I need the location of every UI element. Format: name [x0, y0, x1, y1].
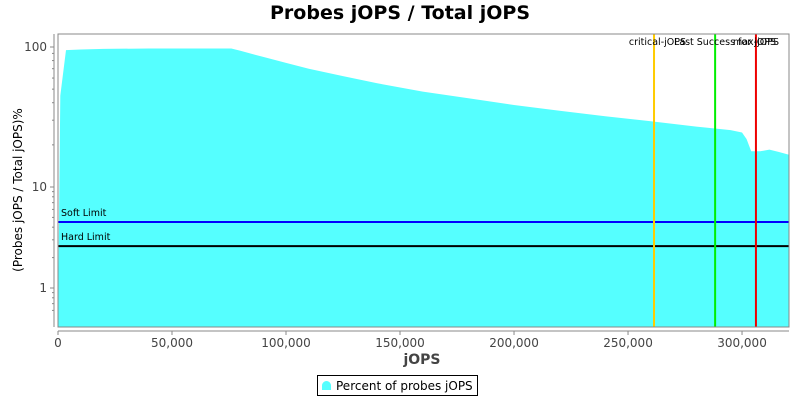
x-tick-label: 100,000: [261, 336, 311, 350]
y-tick-label: 100: [24, 40, 47, 54]
y-axis-title: (Probes jOPS / Total jOPS)%: [11, 108, 25, 272]
vertical-marker-label: critical-jOPS: [629, 37, 686, 48]
y-tick-label: 10: [32, 180, 47, 194]
vertical-marker-label: Last Success for jOPS: [674, 37, 776, 48]
x-tick-label: 0: [54, 336, 62, 350]
x-tick-label: 250,000: [603, 336, 653, 350]
horizontal-marker-label: Hard Limit: [61, 232, 111, 243]
chart-legend: Percent of probes jOPS: [317, 375, 478, 396]
x-tick-label: 50,000: [151, 336, 193, 350]
y-tick-label: 1: [39, 281, 47, 295]
x-axis-title: jOPS: [402, 352, 440, 368]
chart-title: Probes jOPS / Total jOPS: [270, 2, 530, 24]
legend-label: Percent of probes jOPS: [336, 378, 473, 393]
x-tick-label: 150,000: [375, 336, 425, 350]
plot-border: [57, 33, 790, 328]
legend-swatch-icon: [322, 381, 331, 390]
vertical-marker-label: max-jOPS: [733, 37, 779, 48]
x-tick-label: 200,000: [489, 336, 539, 350]
horizontal-marker-label: Soft Limit: [61, 208, 107, 219]
x-tick-label: 300,000: [717, 336, 767, 350]
area-series: [58, 48, 789, 327]
